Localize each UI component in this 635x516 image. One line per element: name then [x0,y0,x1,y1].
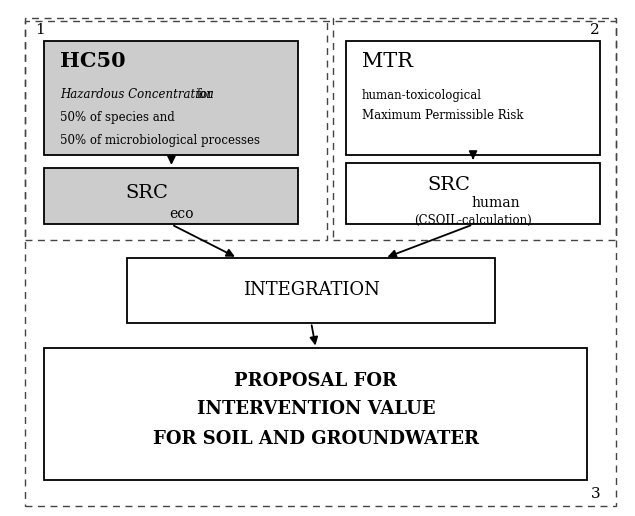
Bar [44,41,298,155]
Text: Maximum Permissible Risk: Maximum Permissible Risk [362,109,523,122]
Text: SRC: SRC [125,185,168,202]
Text: human-toxicological: human-toxicological [362,89,482,102]
Text: 50% of species and: 50% of species and [60,111,175,124]
Text: human: human [471,196,520,210]
Text: 3: 3 [591,487,600,501]
Text: FOR SOIL AND GROUNDWATER: FOR SOIL AND GROUNDWATER [153,430,479,448]
Bar [333,18,616,240]
Text: MTR: MTR [362,52,413,71]
Bar [346,41,600,155]
Text: SRC: SRC [427,176,470,194]
Text: 50% of microbiological processes: 50% of microbiological processes [60,134,260,147]
Text: HC50: HC50 [60,51,126,71]
Bar [25,18,327,240]
Text: (CSOIL-calculation): (CSOIL-calculation) [414,214,532,227]
Text: for: for [197,88,214,101]
Bar [44,168,298,224]
Text: INTEGRATION: INTEGRATION [243,281,380,299]
Text: PROPOSAL FOR: PROPOSAL FOR [234,372,398,390]
Text: eco: eco [170,207,194,221]
Bar [127,258,495,322]
Text: INTERVENTION VALUE: INTERVENTION VALUE [197,400,435,418]
Bar [346,163,600,224]
Bar [44,348,587,480]
Text: Hazardous Concentration: Hazardous Concentration [60,88,214,101]
Text: 1: 1 [35,23,44,37]
Text: 2: 2 [591,23,600,37]
